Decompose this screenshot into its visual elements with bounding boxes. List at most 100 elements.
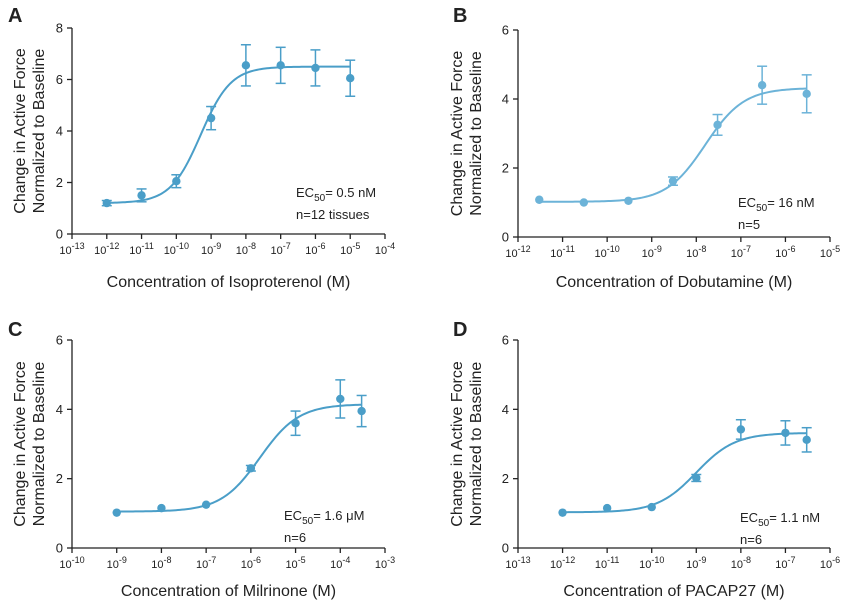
x-tick-exponent: -5 <box>832 244 840 254</box>
y-axis-label-line: Normalized to Baseline <box>31 49 48 214</box>
x-tick-exponent: -10 <box>176 241 189 251</box>
x-tick-exponent: -13 <box>72 241 85 251</box>
x-tick-base: 10 <box>164 245 176 257</box>
x-tick-label: 10-9 <box>686 555 706 571</box>
x-tick-exponent: -8 <box>698 244 706 254</box>
data-point <box>602 503 612 513</box>
x-tick-label: 10-6 <box>775 244 795 260</box>
y-tick-label: 0 <box>502 541 509 556</box>
x-tick-exponent: -8 <box>248 241 256 251</box>
x-tick-exponent: -6 <box>318 241 326 251</box>
x-tick-exponent: -11 <box>142 241 154 251</box>
data-point <box>336 394 345 404</box>
fit-curve <box>116 403 362 513</box>
y-tick-label: 8 <box>56 21 63 36</box>
x-tick-base: 10 <box>375 559 387 571</box>
y-tick-label: 6 <box>502 333 509 348</box>
y-tick-label: 2 <box>502 471 509 486</box>
data-point <box>311 63 320 73</box>
x-tick-label: 10-11 <box>595 555 620 571</box>
ec50-subscript: 50 <box>314 193 326 204</box>
data-point <box>757 81 767 90</box>
data-point <box>713 120 722 130</box>
x-tick-label: 10-4 <box>330 555 350 571</box>
data-point <box>112 508 121 517</box>
x-tick-base: 10 <box>201 245 213 257</box>
x-tick-label: 10-8 <box>731 555 751 571</box>
data-point <box>172 177 181 186</box>
x-tick-base: 10 <box>241 559 253 571</box>
x-tick-label: 10-13 <box>59 241 84 257</box>
data-point <box>201 500 211 509</box>
x-tick-label: 10-12 <box>94 241 119 257</box>
x-tick-exponent: -13 <box>518 555 531 565</box>
y-axis-label: Change in Active Force Normalized to Base… <box>12 361 48 527</box>
x-tick-base: 10 <box>94 245 106 257</box>
y-tick-label: 2 <box>56 175 63 190</box>
data-point <box>246 464 256 473</box>
x-tick-exponent: -8 <box>164 555 172 565</box>
ec50-annotation: EC50= 1.6 μM <box>284 508 364 527</box>
y-tick-label: 6 <box>56 72 63 87</box>
x-tick-label: 10-7 <box>196 555 216 571</box>
x-tick-label: 10-8 <box>686 244 706 260</box>
x-tick-base: 10 <box>59 245 71 257</box>
x-tick-base: 10 <box>642 248 654 260</box>
data-point <box>206 113 216 123</box>
x-tick-base: 10 <box>107 559 119 571</box>
x-tick-label: 10-7 <box>775 555 795 571</box>
x-tick-base: 10 <box>686 248 698 260</box>
panel-letter: B <box>453 5 467 27</box>
x-tick-exponent: -10 <box>607 244 620 254</box>
x-tick-label: 10-9 <box>642 244 662 260</box>
x-tick-base: 10 <box>505 248 517 260</box>
y-axis-label-line: Change in Active Force <box>449 361 466 527</box>
x-tick-label: 10-10 <box>595 244 620 260</box>
fit-curve <box>562 432 807 514</box>
x-tick-base: 10 <box>731 559 743 571</box>
n-annotation: n=5 <box>738 217 760 232</box>
y-tick-label: 6 <box>502 23 509 38</box>
x-tick-base: 10 <box>129 245 141 257</box>
x-tick-exponent: -4 <box>342 555 350 565</box>
x-tick-exponent: -5 <box>298 555 306 565</box>
y-axis-label: Change in Active Force Normalized to Base… <box>449 361 485 527</box>
fit-curve <box>106 65 351 204</box>
x-tick-exponent: -8 <box>743 555 751 565</box>
x-tick-base: 10 <box>820 559 832 571</box>
x-tick-exponent: -9 <box>213 241 221 251</box>
ec50-prefix: EC <box>738 195 756 210</box>
x-tick-exponent: -7 <box>283 241 291 251</box>
n-annotation: n=6 <box>284 530 306 545</box>
ec50-value: = 1.1 nM <box>769 510 820 525</box>
y-tick-label: 0 <box>56 227 63 242</box>
x-tick-label: 10-13 <box>505 555 530 571</box>
data-point <box>692 473 701 483</box>
x-tick-exponent: -11 <box>607 555 619 565</box>
n-annotation: n=6 <box>740 532 762 547</box>
x-tick-exponent: -9 <box>698 555 706 565</box>
x-tick-base: 10 <box>505 559 517 571</box>
ec50-prefix: EC <box>284 508 302 523</box>
data-point <box>357 406 366 416</box>
x-tick-label: 10-6 <box>305 241 325 257</box>
x-tick-label: 10-12 <box>505 244 530 260</box>
data-point <box>802 435 811 445</box>
x-tick-exponent: -6 <box>788 244 796 254</box>
x-tick-label: 10-9 <box>107 555 127 571</box>
x-tick-exponent: -6 <box>253 555 261 565</box>
x-tick-label: 10-5 <box>820 244 840 260</box>
x-tick-base: 10 <box>271 245 283 257</box>
data-point <box>346 74 355 83</box>
y-axis-label-line: Normalized to Baseline <box>31 362 48 527</box>
x-tick-exponent: -7 <box>743 244 751 254</box>
y-axis-label-line: Change in Active Force <box>12 361 29 527</box>
data-point <box>781 428 790 438</box>
y-tick-label: 4 <box>502 402 509 417</box>
x-tick-base: 10 <box>820 248 832 260</box>
panel-letter: D <box>453 319 467 341</box>
y-axis-label-line: Change in Active Force <box>449 51 466 217</box>
data-point <box>157 503 166 513</box>
data-point <box>276 61 285 70</box>
ec50-value: = 16 nM <box>767 195 814 210</box>
